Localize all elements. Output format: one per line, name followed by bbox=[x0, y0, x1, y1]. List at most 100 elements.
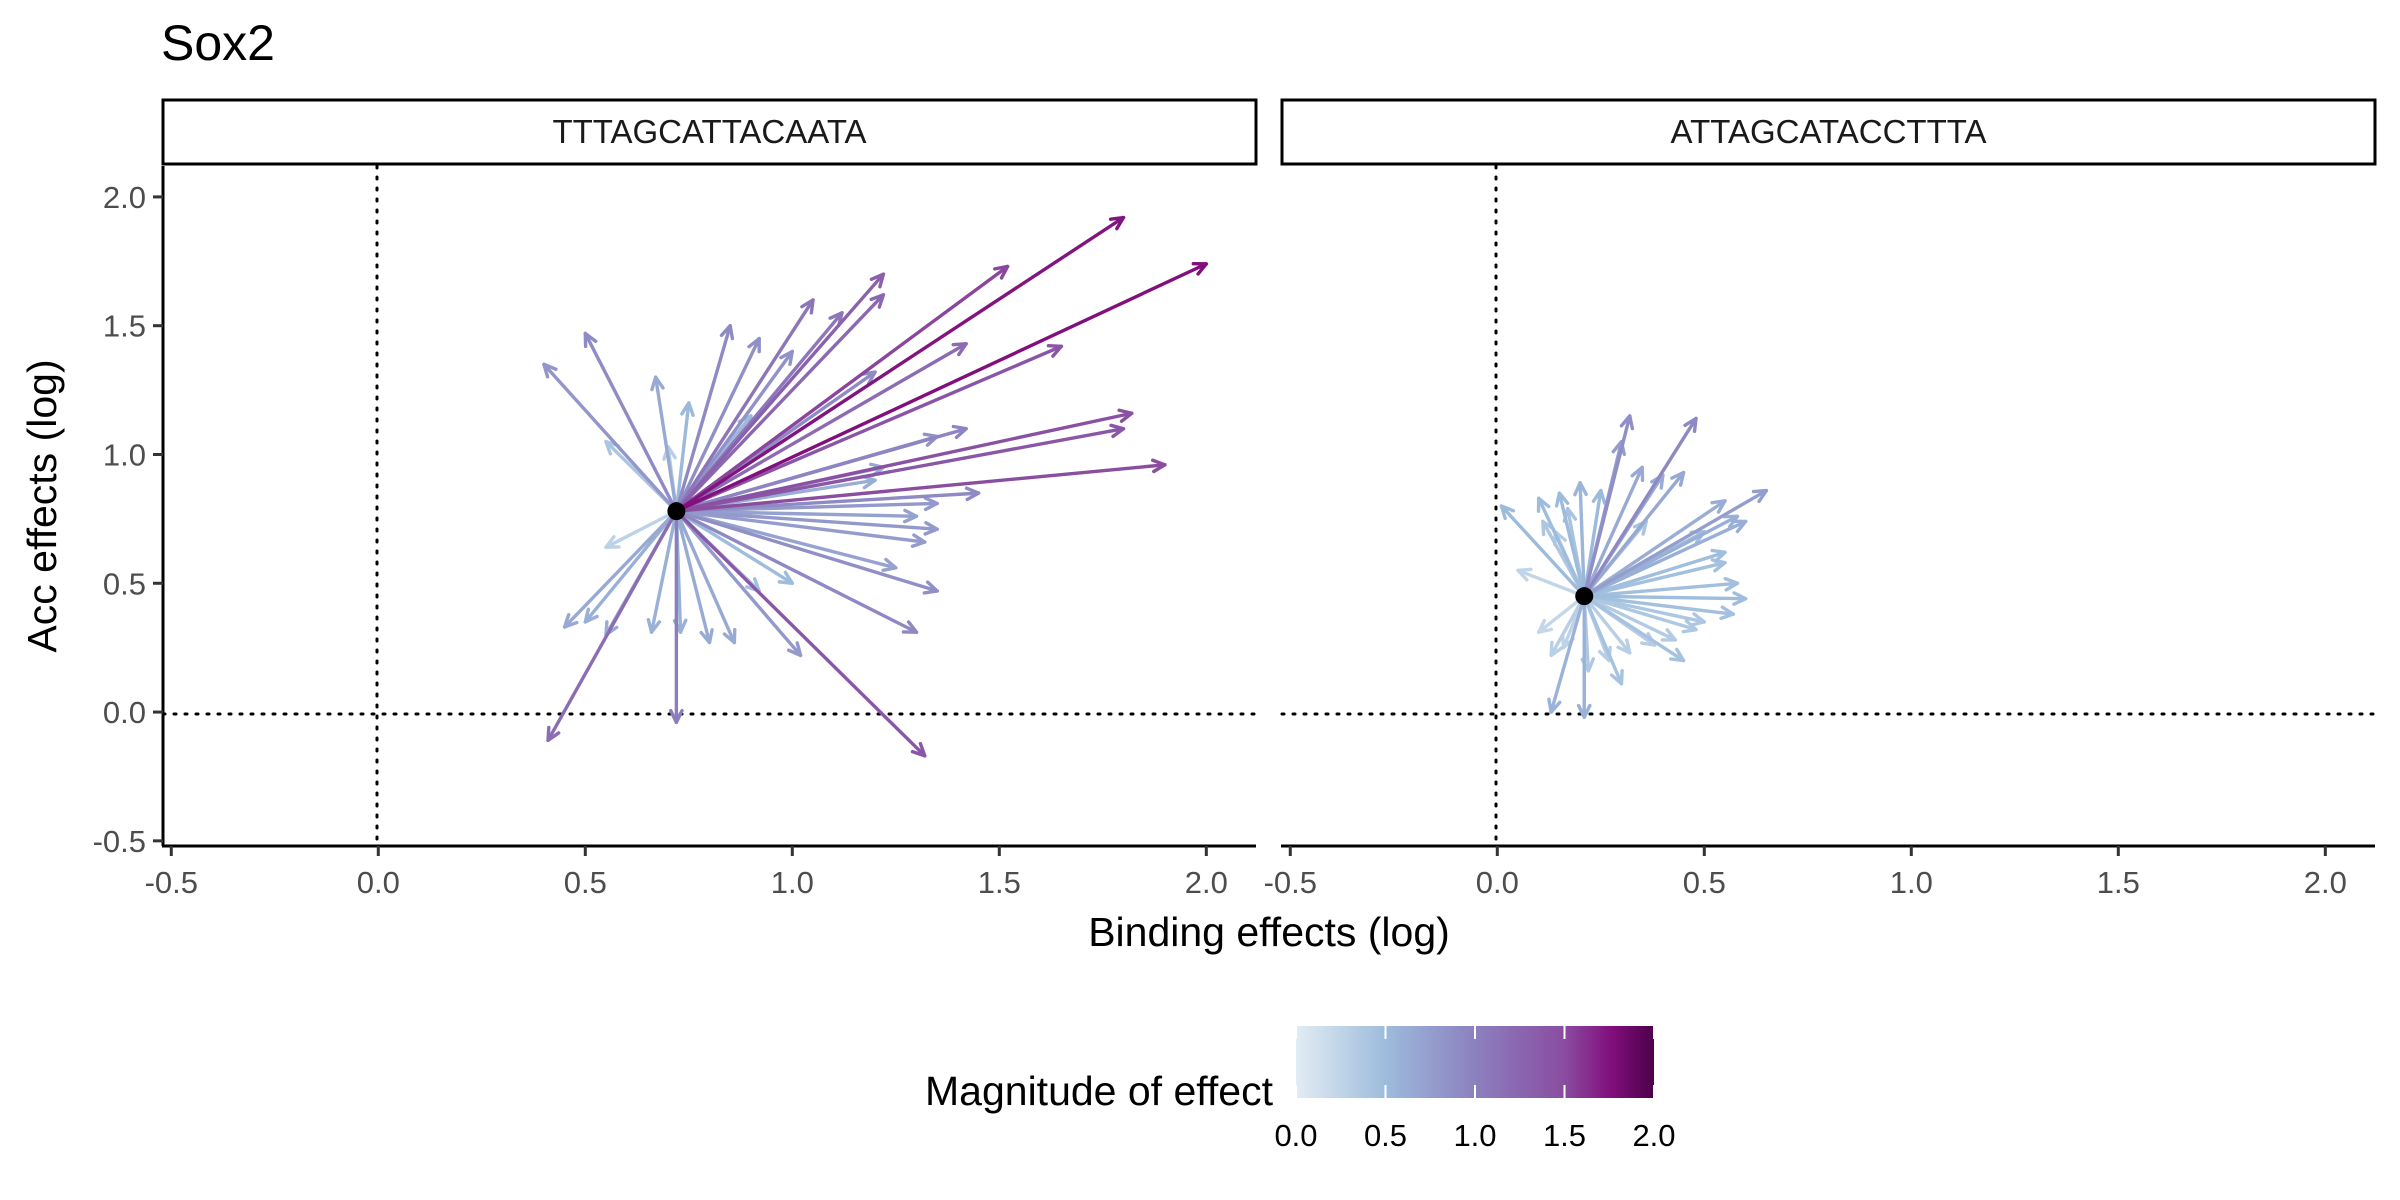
y-tick-label: 1.0 bbox=[103, 437, 146, 472]
x-tick-label: -0.5 bbox=[1264, 865, 1317, 900]
effect-arrow bbox=[674, 423, 1126, 513]
effect-arrow bbox=[674, 262, 1209, 513]
effect-arrow bbox=[674, 298, 815, 513]
x-tick-label: 1.5 bbox=[2097, 865, 2140, 900]
effect-arrow bbox=[1582, 594, 1706, 627]
effect-arrow bbox=[646, 509, 679, 634]
effect-arrow bbox=[674, 509, 795, 585]
effect-arrow bbox=[1582, 414, 1635, 598]
effect-arrow bbox=[1582, 594, 1686, 663]
effect-arrow bbox=[1582, 548, 1727, 598]
effect-arrow bbox=[674, 509, 939, 595]
effect-arrow bbox=[1582, 576, 1740, 598]
facet-strip-label: ATTAGCATACCTTTA bbox=[1671, 113, 1987, 150]
effect-arrow bbox=[583, 509, 679, 624]
x-tick-label: -0.5 bbox=[145, 865, 198, 900]
effect-arrow bbox=[674, 458, 1167, 513]
effect-arrow bbox=[1582, 470, 1686, 598]
colorbar-ticks: 0.0 0.5 1.0 1.5 2.0 bbox=[1274, 1026, 1676, 1153]
effect-arrow bbox=[1516, 567, 1586, 598]
effect-arrow bbox=[674, 342, 968, 513]
y-tick-label: 2.0 bbox=[103, 180, 146, 215]
effect-arrow bbox=[1582, 594, 1624, 686]
effect-arrow bbox=[1582, 499, 1727, 598]
colorbar-tick-label: 0.5 bbox=[1364, 1118, 1407, 1153]
effect-arrow bbox=[1582, 594, 1735, 621]
effect-arrow bbox=[674, 408, 1134, 513]
legend-title: Magnitude of effect bbox=[925, 1068, 1274, 1114]
effect-arrow bbox=[674, 424, 968, 513]
effect-arrow bbox=[1576, 594, 1592, 719]
effect-arrow bbox=[1573, 481, 1588, 598]
effect-arrow bbox=[1582, 416, 1698, 598]
effect-arrow bbox=[650, 375, 679, 513]
effect-arrow bbox=[674, 272, 886, 513]
y-axis-title: Acc effects (log) bbox=[19, 359, 65, 652]
effect-arrow bbox=[674, 509, 737, 645]
x-tick-label: 1.0 bbox=[771, 865, 814, 900]
colorbar-tick-label: 1.5 bbox=[1543, 1118, 1586, 1153]
x-tick-label: 1.5 bbox=[978, 865, 1021, 900]
effect-arrow bbox=[674, 509, 919, 634]
effect-arrow bbox=[583, 331, 679, 513]
effect-arrow bbox=[674, 344, 1064, 513]
y-tick-label: -0.5 bbox=[93, 824, 146, 859]
effect-arrow bbox=[604, 509, 679, 549]
effect-arrow bbox=[674, 508, 919, 524]
effect-arrow bbox=[669, 509, 684, 725]
effect-arrow bbox=[1582, 465, 1645, 598]
x-axis-ticks: -0.5 0.0 0.5 1.0 1.5 2.0 bbox=[145, 846, 1228, 900]
x-tick-label: 0.5 bbox=[564, 865, 607, 900]
y-tick-label: 0.5 bbox=[103, 566, 146, 601]
effect-arrow bbox=[674, 264, 1010, 513]
effect-arrow bbox=[1582, 594, 1632, 655]
effect-arrow bbox=[674, 509, 803, 658]
effect-arrow bbox=[674, 323, 735, 513]
y-axis-ticks: -0.5 0.0 0.5 1.0 1.5 2.0 bbox=[93, 180, 163, 859]
effect-arrow bbox=[1554, 491, 1586, 598]
effect-arrow bbox=[674, 509, 714, 645]
facet-strip bbox=[161, 98, 1258, 166]
effect-arrow bbox=[1582, 594, 1678, 642]
effect-arrow bbox=[674, 349, 795, 513]
x-tick-label: 1.0 bbox=[1890, 865, 1933, 900]
effect-arrow bbox=[1536, 496, 1586, 598]
y-tick-label: 1.5 bbox=[103, 309, 146, 344]
colorbar-tick-label: 2.0 bbox=[1632, 1118, 1675, 1153]
x-tick-label: 0.5 bbox=[1683, 865, 1726, 900]
effect-arrow bbox=[562, 509, 679, 629]
origin-point bbox=[1575, 587, 1594, 606]
effect-arrow bbox=[542, 362, 679, 513]
x-tick-label: 0.0 bbox=[1476, 865, 1519, 900]
facet-strip-label: TTTAGCATTACAATA bbox=[552, 113, 866, 150]
x-tick-label: 2.0 bbox=[2304, 865, 2347, 900]
effect-arrow bbox=[1582, 519, 1748, 598]
x-tick-label: 0.0 bbox=[357, 865, 400, 900]
arrow-layer bbox=[542, 215, 1209, 758]
x-tick-label: 2.0 bbox=[1185, 865, 1228, 900]
colorbar-tick-label: 1.0 bbox=[1453, 1118, 1496, 1153]
effect-arrow bbox=[674, 509, 939, 536]
effect-arrow bbox=[546, 509, 679, 743]
arrow-layer bbox=[1499, 414, 1769, 719]
x-axis-ticks: -0.5 0.0 0.5 1.0 1.5 2.0 bbox=[1264, 846, 2347, 900]
effect-arrow bbox=[1582, 591, 1748, 606]
effect-arrow bbox=[674, 336, 761, 513]
chart-title: Sox2 bbox=[161, 15, 275, 71]
effect-arrow bbox=[674, 401, 695, 513]
effect-arrow bbox=[674, 509, 927, 758]
effect-arrow bbox=[674, 215, 1126, 513]
effect-arrow bbox=[674, 509, 927, 548]
effect-arrow bbox=[674, 486, 981, 513]
facet-strip bbox=[1280, 98, 2377, 166]
effect-arrow bbox=[1499, 504, 1586, 598]
effect-arrow bbox=[1549, 594, 1586, 658]
effect-arrow bbox=[674, 293, 886, 513]
facet-panel-tttagcattacaata: TTTAGCATTACAATA -0.5 0.0 0.5 1.0 1.5 2.0 -0.5… bbox=[93, 98, 1258, 900]
origin-point bbox=[667, 502, 686, 521]
y-tick-label: 0.0 bbox=[103, 695, 146, 730]
effect-arrow bbox=[1547, 594, 1586, 714]
colorbar-tick-label: 0.0 bbox=[1274, 1118, 1317, 1153]
legend: Magnitude of effect 0.0 0.5 1.0 1.5 2.0 bbox=[925, 1026, 1676, 1153]
